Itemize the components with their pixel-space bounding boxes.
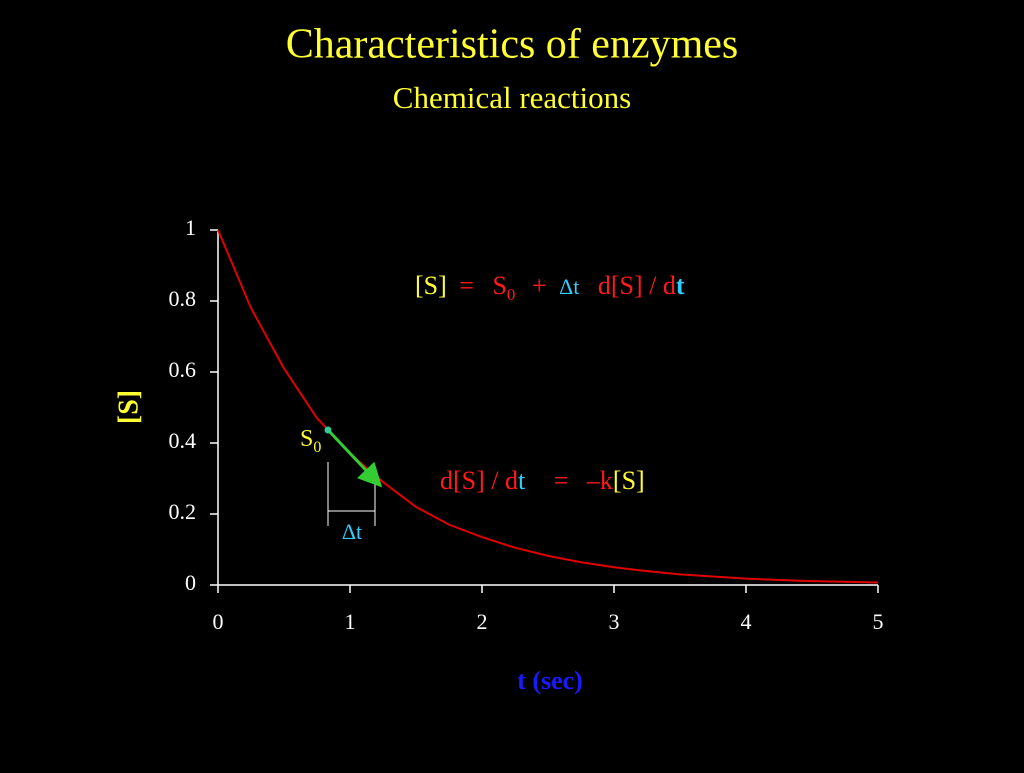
y-tick-label: 0 bbox=[185, 570, 196, 595]
eq-term: Δt bbox=[559, 274, 579, 299]
y-tick-label: 0.8 bbox=[169, 286, 197, 311]
label-term: S bbox=[300, 426, 313, 452]
eq-term: d bbox=[440, 466, 453, 495]
tangent-point bbox=[324, 426, 332, 434]
x-tick-label: 4 bbox=[741, 609, 752, 634]
y-axis-label: [S] bbox=[113, 390, 144, 424]
x-axis-label: t (sec) bbox=[517, 666, 583, 695]
equation: [S] = S0 + Δt d[S] / dt bbox=[415, 271, 685, 306]
eq-term: + bbox=[532, 271, 547, 300]
x-tick-label: 1 bbox=[345, 609, 356, 634]
x-tick-label: 3 bbox=[609, 609, 620, 634]
eq-term: –k bbox=[586, 466, 613, 495]
eq-subscript: 0 bbox=[507, 285, 516, 304]
eq-term: = bbox=[554, 466, 569, 495]
eq-term: = bbox=[459, 271, 474, 300]
eq-term: t bbox=[676, 271, 685, 300]
x-tick-label: 2 bbox=[477, 609, 488, 634]
eq-term: [S] bbox=[613, 466, 645, 495]
x-tick-label: 5 bbox=[873, 609, 884, 634]
eq-term: d[S] / d bbox=[598, 271, 676, 300]
interval-label: Δt bbox=[342, 519, 362, 544]
point-label: S0 bbox=[300, 426, 321, 456]
x-tick-label: 0 bbox=[213, 609, 224, 634]
y-tick-label: 1 bbox=[185, 215, 196, 240]
eq-term: [S] / d bbox=[453, 466, 518, 495]
eq-term: [S] bbox=[415, 271, 447, 300]
plot-area: 0 0.2 0.4 0.6 0.8 1 0 1 2 3 4 5 bbox=[169, 215, 884, 634]
y-tick-label: 0.2 bbox=[169, 499, 197, 524]
chart-title: Characteristics of enzymes bbox=[286, 22, 738, 68]
y-tick-label: 0.4 bbox=[169, 428, 197, 453]
chart-subtitle: Chemical reactions bbox=[393, 80, 631, 115]
equation: d[S] / dt = –k[S] bbox=[440, 466, 645, 495]
label-subscript: 0 bbox=[313, 439, 321, 456]
eq-term: S bbox=[492, 271, 506, 300]
y-tick-label: 0.6 bbox=[169, 357, 197, 382]
eq-term: t bbox=[518, 466, 526, 495]
tangent-arrow bbox=[326, 428, 383, 488]
